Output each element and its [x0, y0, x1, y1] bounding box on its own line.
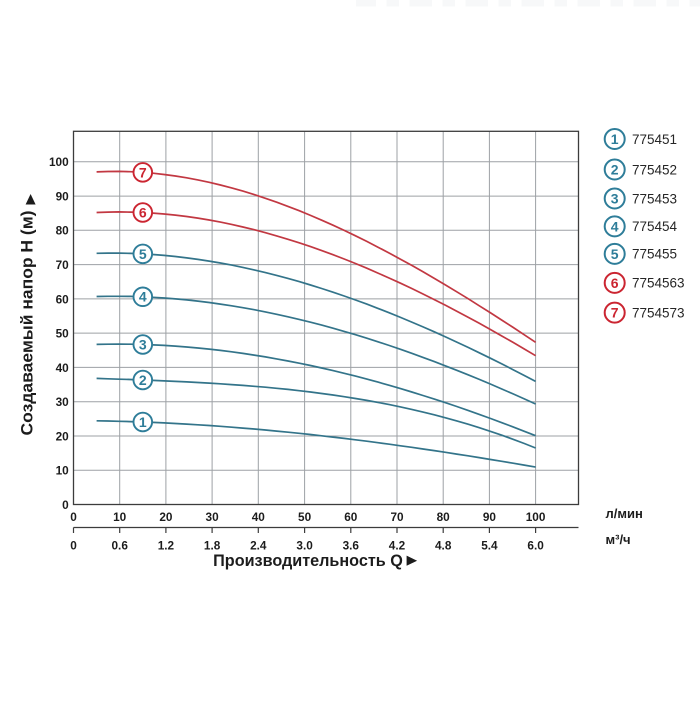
svg-text:80: 80 [56, 224, 70, 238]
svg-text:100: 100 [526, 510, 546, 524]
svg-text:3.6: 3.6 [343, 538, 360, 552]
svg-text:4: 4 [611, 218, 619, 234]
svg-text:50: 50 [298, 510, 312, 524]
svg-text:4.2: 4.2 [389, 538, 406, 552]
svg-text:Производительность Q: Производительность Q [213, 552, 403, 570]
svg-text:0: 0 [70, 510, 77, 524]
svg-text:40: 40 [252, 510, 266, 524]
svg-text:70: 70 [390, 510, 404, 524]
svg-text:7754563: 7754563 [632, 276, 685, 291]
svg-text:10: 10 [56, 464, 70, 478]
svg-text:80: 80 [437, 510, 451, 524]
svg-text:10: 10 [113, 510, 127, 524]
svg-text:л/мин: л/мин [606, 506, 643, 521]
svg-text:40: 40 [56, 361, 70, 375]
svg-text:90: 90 [483, 510, 497, 524]
svg-text:2: 2 [139, 372, 147, 388]
svg-text:4.8: 4.8 [435, 538, 452, 552]
svg-text:6: 6 [611, 275, 619, 291]
svg-text:775452: 775452 [632, 162, 677, 177]
svg-text:3.0: 3.0 [296, 538, 313, 552]
svg-text:60: 60 [56, 292, 70, 306]
svg-text:0: 0 [70, 538, 77, 552]
svg-text:775451: 775451 [632, 132, 677, 147]
svg-text:1: 1 [611, 131, 619, 147]
svg-text:5: 5 [139, 246, 147, 262]
svg-text:60: 60 [344, 510, 358, 524]
svg-text:Создаваемый напор H (м): Создаваемый напор H (м) [17, 210, 36, 435]
svg-text:7754573: 7754573 [632, 305, 685, 320]
svg-text:100: 100 [49, 155, 69, 169]
svg-text:7: 7 [139, 164, 147, 180]
svg-text:2: 2 [611, 161, 619, 177]
svg-text:6: 6 [139, 204, 147, 220]
svg-text:0.6: 0.6 [111, 538, 128, 552]
svg-text:2.4: 2.4 [250, 538, 267, 552]
svg-text:70: 70 [56, 258, 70, 272]
svg-text:3: 3 [139, 336, 147, 352]
svg-text:90: 90 [56, 190, 70, 204]
svg-text:775453: 775453 [632, 191, 677, 206]
svg-text:30: 30 [206, 510, 220, 524]
svg-text:3: 3 [611, 190, 619, 206]
svg-text:0: 0 [62, 498, 69, 512]
svg-text:м³/ч: м³/ч [606, 532, 631, 547]
svg-text:1: 1 [139, 414, 147, 430]
svg-text:5: 5 [611, 246, 619, 262]
svg-text:50: 50 [56, 327, 70, 341]
svg-text:7: 7 [611, 305, 619, 321]
svg-text:6.0: 6.0 [527, 538, 544, 552]
svg-text:20: 20 [159, 510, 173, 524]
svg-text:775455: 775455 [632, 247, 677, 262]
svg-text:775454: 775454 [632, 219, 678, 234]
svg-text:5.4: 5.4 [481, 538, 498, 552]
svg-text:30: 30 [56, 395, 70, 409]
svg-text:1.8: 1.8 [204, 538, 221, 552]
svg-text:4: 4 [139, 289, 147, 305]
svg-text:1.2: 1.2 [158, 538, 175, 552]
svg-text:20: 20 [56, 429, 70, 443]
